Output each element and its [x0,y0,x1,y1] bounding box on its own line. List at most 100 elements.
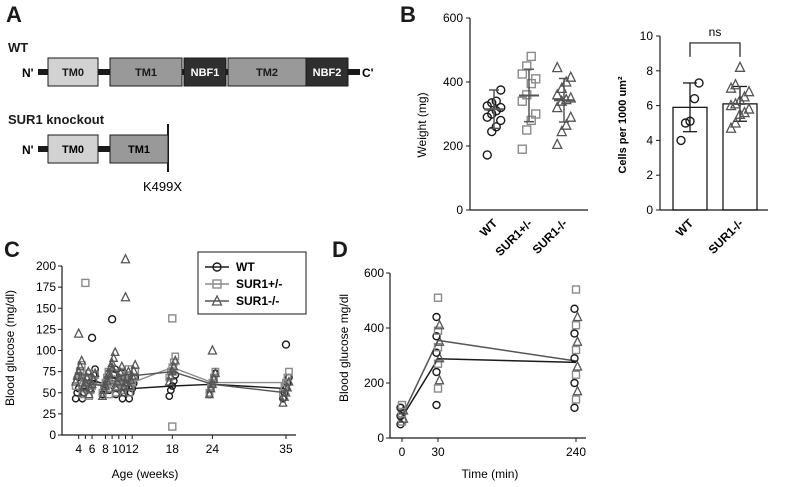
gtt-point [572,385,583,396]
age-point [80,376,91,387]
age-point [114,371,124,382]
cells-ylabel: Cells per 1000 um² [617,76,629,174]
gtt-point [433,384,443,393]
age-xtick-label: 12 [125,442,139,456]
age-point [127,370,137,380]
gtt-point [570,403,579,412]
weight-ytick-label: 0 [456,203,463,217]
age-outlier-point [207,344,218,355]
weight-point [531,109,541,119]
gtt-xtick-label: 30 [431,445,445,459]
age-outlier-point [87,333,97,343]
weight-ytick-label: 600 [443,11,463,25]
gtt-ytick-label: 0 [377,431,384,445]
age-point [104,367,114,378]
panel-label-b: B [400,2,416,27]
age-point [117,387,128,397]
weight-point [551,137,563,150]
legend-marker [212,262,222,272]
age-outlier-point [168,422,177,431]
age-ytick-label: 75 [43,365,57,379]
age-ytick-label: 100 [36,344,56,358]
gtt-point [572,311,583,322]
age-point [77,387,88,397]
age-point [108,352,119,362]
weight-point [522,125,532,135]
mutation-label: K499X [143,179,182,194]
gtt-point [434,335,445,346]
weight-point [551,88,563,100]
weight-point [556,125,568,137]
age-ytick-label: 25 [43,407,57,421]
age-point [284,376,294,386]
age-point [76,354,87,365]
gtt-point [572,360,583,371]
ko-label: SUR1 knockout [8,112,105,127]
age-xtick-label: 35 [279,442,293,456]
age-outlier-point [107,315,117,324]
weight-point [517,69,527,79]
cells-point [743,102,755,114]
weight-point [517,144,527,154]
weight-point [491,96,501,106]
weight-point [560,118,572,130]
cells-point [734,93,746,106]
age-point [282,382,293,392]
gtt-point [434,352,445,363]
cells-point [729,116,742,128]
gtt-point [434,319,445,330]
gtt-series-line [401,339,577,417]
gtt-point [432,367,441,377]
age-glucose-chart: 0 25 50 75 100 125 150 175 200 4 6 8 10 12 18 24 35 Bloo… [3,251,307,481]
wt-domain-nbf2 [305,57,349,87]
age-point [111,382,121,392]
weight-point [551,61,563,73]
gtt-chart: 0 200 400 600 0 30 240 Blood glucose mg/dl Tim… [337,266,586,481]
weight-category-label: WT [477,216,501,240]
cells-point [734,107,746,119]
gtt-point [570,304,579,313]
age-point [117,360,127,371]
age-point [169,360,179,371]
age-point [97,390,108,400]
gtt-point [571,345,581,355]
wt-n-term: N' [22,66,34,80]
cells-ytick-label: 6 [646,99,653,113]
gtt-xtick-label: 240 [566,445,586,459]
weight-point [531,74,541,84]
legend-marker [212,279,222,289]
legend-label: WT [236,260,255,274]
weight-point [482,150,492,160]
wt-domain-label: TM1 [135,67,157,79]
gtt-point [398,404,409,415]
weight-ytick-label: 400 [443,75,463,89]
cells-point [738,106,751,118]
gtt-point [433,343,443,352]
gtt-xlabel: Time (min) [462,467,519,481]
age-ytick-label: 200 [36,259,56,273]
weight-point [496,102,506,113]
age-ytick-label: 0 [49,428,56,442]
age-ytick-label: 125 [36,322,56,336]
gtt-ytick-label: 400 [364,321,384,335]
cells-ytick-label: 0 [646,203,653,217]
age-xtick-label: 10 [112,442,126,456]
age-point [281,387,291,397]
gtt-point [432,332,441,341]
cells-ytick-label: 2 [646,168,653,182]
gtt-point [432,400,441,410]
age-point [166,386,175,395]
age-point [278,397,288,407]
weight-point [526,51,536,62]
age-point [87,378,97,389]
significance-bracket [689,42,741,57]
age-point [130,359,140,369]
age-outlier-point [120,291,131,302]
significance-label: ns [709,25,722,39]
cells-ytick-label: 4 [646,133,653,147]
ko-domain-label: TM1 [128,144,150,156]
age-point [88,373,99,384]
gtt-point [434,374,445,385]
gtt-point [570,378,579,388]
